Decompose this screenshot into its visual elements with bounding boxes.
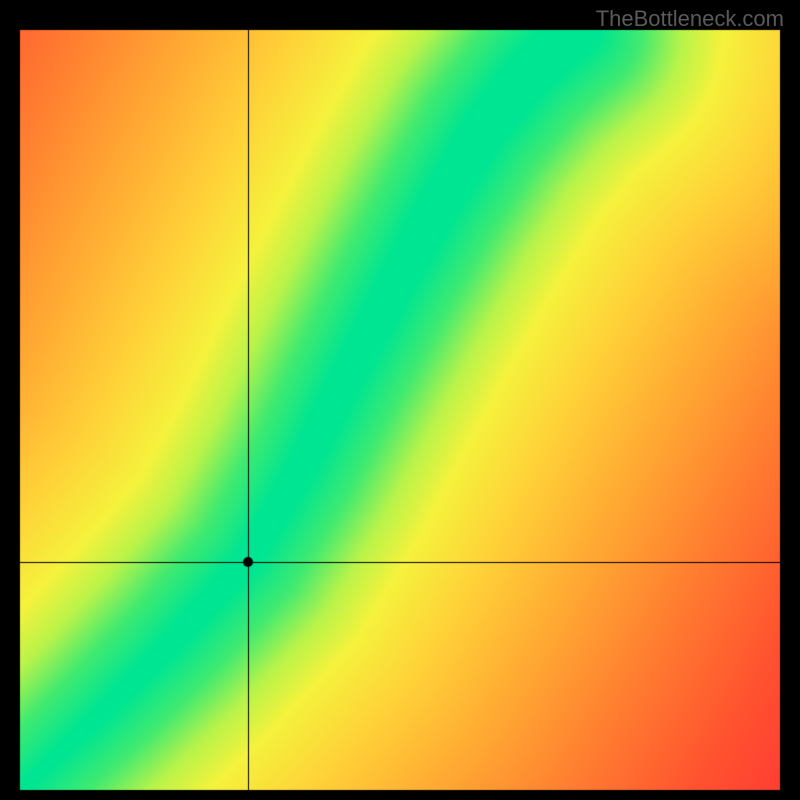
heatmap-canvas	[0, 0, 800, 800]
chart-container: TheBottleneck.com	[0, 0, 800, 800]
watermark-text: TheBottleneck.com	[596, 6, 784, 32]
